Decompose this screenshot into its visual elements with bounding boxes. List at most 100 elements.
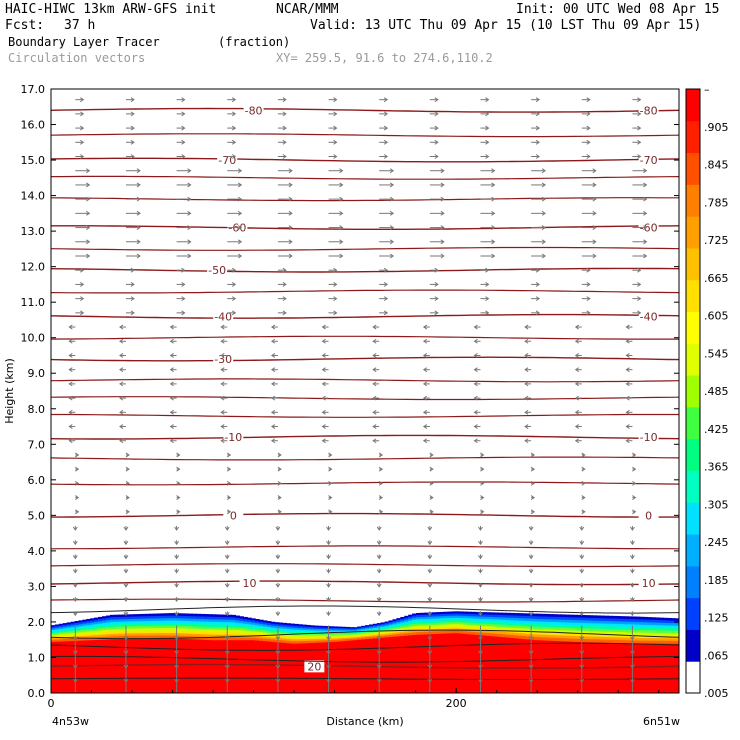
tracer-cell (565, 627, 570, 631)
tracer-cell (357, 627, 362, 630)
tracer-cell (600, 639, 606, 643)
isotherm-line (51, 267, 679, 273)
vector-arrowhead (275, 612, 281, 617)
vector-arrowhead (629, 555, 635, 560)
tracer-cell (486, 619, 492, 623)
tracer-cell (51, 625, 56, 628)
tracer-cell (333, 639, 339, 642)
tracer-cell (467, 611, 472, 615)
boundary-contour (51, 642, 679, 651)
tracer-cell (70, 633, 76, 636)
vector-arrowhead (86, 253, 91, 259)
vector-arrowhead (529, 693, 533, 696)
tracer-cell (145, 625, 150, 629)
tracer-cell (102, 625, 107, 629)
tracer-cell (620, 616, 625, 620)
vector-arrowhead (541, 225, 547, 230)
tracer-cell (533, 621, 539, 625)
tracer-cell (188, 638, 193, 693)
tracer-cell (600, 623, 606, 627)
tracer-cell (541, 626, 547, 631)
tracer-cell (533, 634, 539, 638)
vector-arrowhead (383, 310, 389, 316)
tracer-cell (58, 632, 64, 635)
tracer-cell (463, 618, 468, 621)
tracer-cell (655, 617, 660, 621)
contour-label: -80 (245, 104, 263, 117)
tracer-cell (400, 631, 405, 635)
tracer-cell (361, 629, 366, 632)
tracer-cell (510, 622, 515, 626)
tracer-cell (545, 613, 551, 618)
tracer-cell (278, 628, 284, 631)
tracer-cell (486, 630, 492, 634)
tracer-cell (82, 633, 87, 637)
vector-arrowhead (372, 338, 377, 344)
vector-arrowhead (632, 452, 637, 458)
tracer-cell (54, 627, 60, 630)
tracer-cell (200, 631, 205, 635)
tracer-cell (416, 634, 421, 693)
tracer-cell (514, 613, 519, 617)
tracer-cell (160, 633, 166, 636)
tracer-cell (639, 616, 645, 620)
vector-arrowhead (491, 196, 496, 202)
tracer-cell (298, 635, 303, 638)
tracer-cell (667, 640, 672, 644)
tracer-cell (298, 637, 303, 640)
tracer-cell (365, 625, 370, 627)
tracer-cell (498, 631, 503, 635)
tracer-cell (427, 623, 433, 626)
tracer-cell (372, 629, 378, 632)
vector-arrowhead (123, 569, 129, 574)
colorbar-swatch (686, 597, 700, 630)
tracer-cell (349, 632, 354, 635)
tracer-cell (604, 615, 609, 619)
tracer-cell (506, 617, 511, 621)
tracer-cell (278, 636, 284, 639)
tracer-cell (576, 620, 582, 624)
vector-arrowhead (282, 125, 287, 131)
tracer-cell (54, 639, 60, 642)
tracer-cell (145, 628, 150, 632)
tracer-cell (541, 616, 547, 620)
vector-arrowhead (68, 381, 73, 387)
contour-label: 0 (645, 509, 652, 522)
vector-arrowhead (473, 353, 478, 358)
tracer-cell (412, 626, 417, 629)
vector-arrowhead (473, 409, 478, 415)
tracer-cell (180, 618, 186, 622)
tracer-cell (353, 635, 358, 638)
vector-arrowhead (226, 495, 232, 501)
vector-arrowhead (220, 424, 225, 429)
tracer-cell (282, 636, 288, 640)
tracer-cell (643, 624, 649, 628)
tracer-cell (482, 635, 488, 693)
tracer-cell (259, 636, 264, 639)
tracer-cell (164, 625, 170, 629)
vector-arrowhead (389, 225, 395, 230)
tracer-cell (298, 626, 303, 629)
tracer-cell (262, 632, 268, 636)
tracer-cell (384, 626, 390, 629)
tracer-cell (627, 643, 633, 693)
vector-arrowhead (169, 424, 174, 429)
vector-arrowhead (372, 424, 377, 429)
tracer-cell (313, 625, 319, 628)
tracer-cell (117, 626, 123, 630)
tracer-cell (317, 637, 323, 640)
tracer-cell (514, 620, 519, 624)
tracer-cell (451, 624, 456, 627)
vector-arrowhead (328, 466, 333, 472)
vector-arrowhead (389, 210, 395, 216)
tracer-cell (239, 620, 244, 624)
vector-arrowhead (130, 281, 135, 287)
tracer-cell (498, 634, 503, 637)
tracer-cell (70, 625, 76, 628)
x-start-label: 4n53w (52, 715, 89, 728)
tracer-cell (423, 633, 429, 693)
vector-arrowhead (574, 338, 580, 344)
vector-arrowhead (478, 583, 483, 588)
tracer-cell (631, 637, 637, 641)
contour-label: -70 (640, 154, 658, 167)
